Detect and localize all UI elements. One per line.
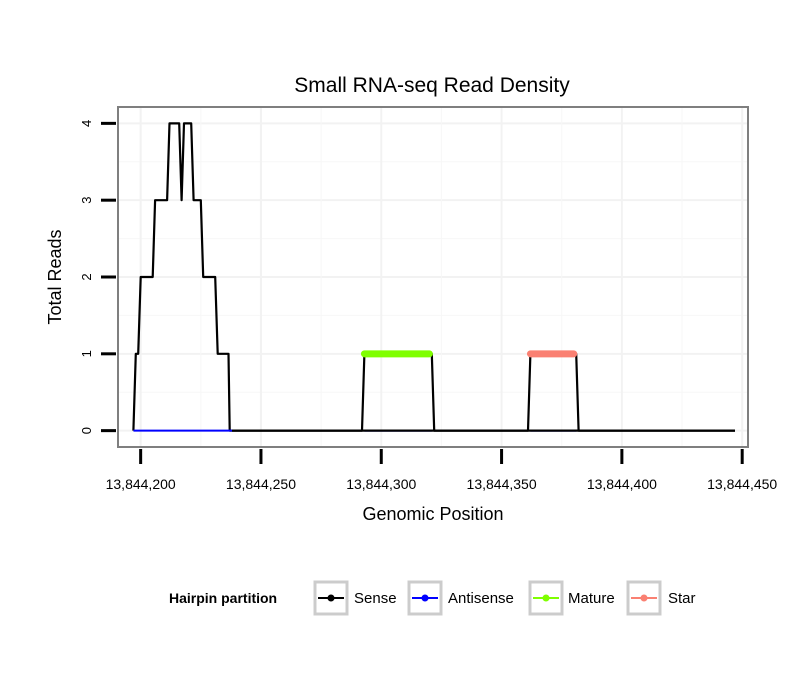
legend-label-antisense: Antisense (448, 590, 514, 607)
y-tick-label: 4 (79, 120, 94, 127)
y-tick-label: 2 (79, 273, 94, 280)
series-line-sense (132, 122, 735, 432)
x-tick-label: 13,844,300 (346, 476, 416, 492)
legend-key-antisense-dot (421, 594, 429, 602)
y-axis-label: Total Reads (45, 229, 65, 324)
y-tick-label: 0 (79, 427, 94, 434)
y-tick-label: 1 (79, 350, 94, 357)
x-tick-label: 13,844,350 (467, 476, 537, 492)
legend-key-mature-dot (542, 594, 550, 602)
plot-panel-border (117, 106, 749, 448)
x-tick-label: 13,844,450 (707, 476, 777, 492)
y-tick-label: 3 (79, 197, 94, 204)
legend: Hairpin partition Sense Antisense Mature… (169, 580, 696, 616)
legend-key-sense-dot (327, 594, 335, 602)
legend-label-sense: Sense (354, 590, 397, 607)
x-tick-label: 13,844,400 (587, 476, 657, 492)
legend-key-star-dot (640, 594, 648, 602)
y-axis: 0 1 2 3 4 (79, 120, 116, 434)
x-tick-label: 13,844,250 (226, 476, 296, 492)
chart-title: Small RNA-seq Read Density (294, 74, 570, 97)
legend-label-mature: Mature (568, 590, 615, 607)
x-axis-label: Genomic Position (362, 504, 503, 524)
x-tick-label: 13,844,200 (106, 476, 176, 492)
plot-series (132, 122, 735, 432)
legend-title: Hairpin partition (169, 590, 277, 606)
legend-label-star: Star (668, 590, 696, 607)
x-axis: 13,844,200 13,844,250 13,844,300 13,844,350… (106, 449, 777, 492)
